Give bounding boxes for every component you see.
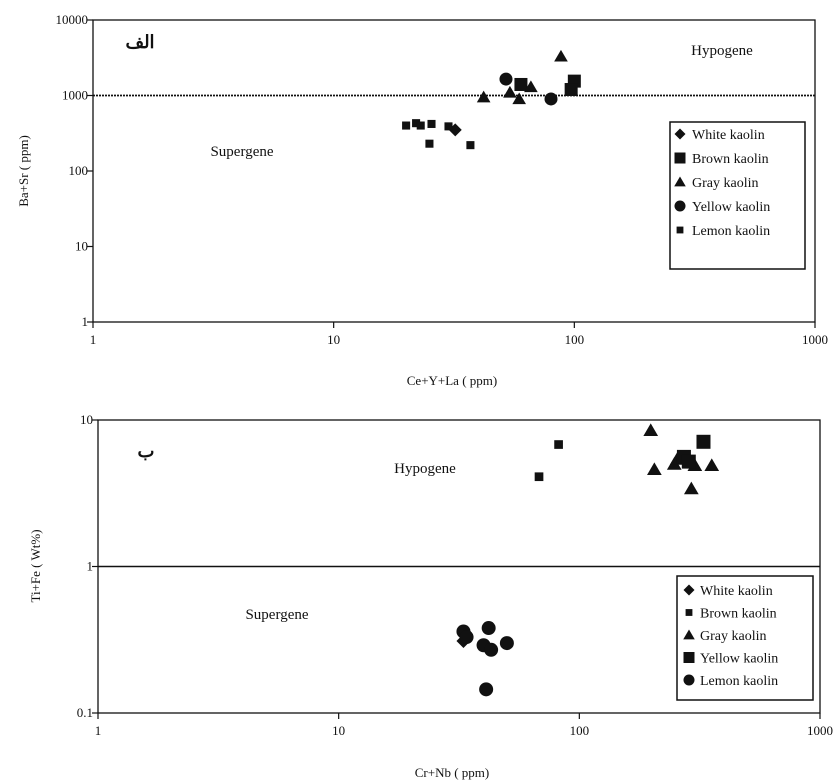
legend-marker <box>674 200 686 212</box>
data-point <box>499 636 514 651</box>
legend-entry-label: White kaolin <box>700 584 773 599</box>
chart-panel-a: الف Hypogene Supergene Ce+Y+La ( ppm) Ba… <box>16 12 828 388</box>
data-point <box>466 141 475 150</box>
data-point <box>696 434 711 449</box>
legend-entry-label: White kaolin <box>692 128 765 143</box>
data-point <box>503 85 517 98</box>
legend-marker <box>674 128 686 140</box>
chart-panel-b: ب Hypogene Supergene Cr+Nb ( ppm) Ti+Fe … <box>28 412 833 780</box>
legend-marker <box>676 226 684 234</box>
x-tick-label: 100 <box>570 723 590 738</box>
data-point <box>512 92 527 105</box>
legend-marker <box>683 584 695 596</box>
data-point <box>683 481 699 495</box>
panel-label: الف <box>125 32 154 52</box>
legend-entry-label: Brown kaolin <box>700 607 777 622</box>
y-tick-label: 1000 <box>62 88 88 103</box>
y-tick-label: 10 <box>75 239 88 254</box>
legend-entry-label: Brown kaolin <box>692 152 769 167</box>
region-label-lower: Supergene <box>210 144 273 160</box>
region-label-lower: Supergene <box>245 607 308 623</box>
legend-entry-label: Lemon kaolin <box>700 674 778 689</box>
region-label-upper: Hypogene <box>691 43 753 59</box>
data-point <box>479 682 494 697</box>
data-point <box>459 630 474 645</box>
data-point <box>704 458 720 471</box>
data-point <box>481 621 496 636</box>
x-tick-label: 10 <box>332 723 345 738</box>
data-point <box>499 72 513 86</box>
legend-entry-label: Lemon kaolin <box>692 224 770 239</box>
data-point <box>544 92 558 106</box>
panel-label: ب <box>138 441 155 461</box>
data-points <box>402 49 581 150</box>
y-axis-label: Ti+Fe ( Wt%) <box>28 529 43 602</box>
legend-box <box>676 575 814 701</box>
x-tick-label: 1 <box>90 332 97 347</box>
legend-marker <box>674 152 686 164</box>
data-point <box>524 80 538 93</box>
legend: White kaolin Brown kaolin Gray kaolin Yello… <box>676 575 814 701</box>
y-tick-label: 1 <box>82 314 89 329</box>
legend-entry-label: Gray kaolin <box>700 629 766 644</box>
x-tick-label: 1 <box>95 723 102 738</box>
y-tick-label: 100 <box>69 163 89 178</box>
data-points <box>456 423 720 697</box>
data-point <box>647 462 662 476</box>
legend-marker <box>683 629 695 640</box>
y-axis-label: Ba+Sr ( ppm) <box>16 135 31 207</box>
legend-entry-label: Yellow kaolin <box>692 200 770 215</box>
y-tick-label: 0.1 <box>77 705 93 720</box>
x-tick-label: 1000 <box>802 332 828 347</box>
y-tick-label: 10000 <box>56 12 89 27</box>
y-tick-label: 10 <box>80 412 93 427</box>
region-label-upper: Hypogene <box>394 461 456 477</box>
data-point <box>554 49 568 62</box>
data-point <box>412 119 421 128</box>
legend-marker <box>674 176 686 187</box>
data-point <box>444 122 453 131</box>
x-tick-label: 100 <box>565 332 585 347</box>
data-point <box>681 454 696 469</box>
data-point <box>564 83 578 97</box>
data-point <box>448 123 462 137</box>
data-point <box>643 423 659 436</box>
data-point <box>476 90 491 103</box>
legend-marker <box>685 609 693 616</box>
legend-entry-label: Yellow kaolin <box>700 652 778 667</box>
data-point <box>514 77 528 91</box>
data-point <box>427 119 436 128</box>
legend: White kaolin Brown kaolin Gray kaolin Yello… <box>669 121 806 270</box>
x-tick-label: 10 <box>327 332 340 347</box>
legend-marker <box>683 652 695 663</box>
y-tick-label: 1 <box>87 559 94 574</box>
data-point <box>534 472 544 482</box>
legend-marker <box>683 674 695 686</box>
data-point <box>402 121 411 130</box>
data-point <box>484 642 499 657</box>
x-axis-label: Cr+Nb ( ppm) <box>415 765 490 780</box>
legend-entry-label: Gray kaolin <box>692 176 758 191</box>
data-point <box>425 139 434 148</box>
x-tick-label: 1000 <box>807 723 833 738</box>
data-point <box>554 440 563 449</box>
x-axis-label: Ce+Y+La ( ppm) <box>407 373 497 388</box>
data-point <box>416 121 425 130</box>
ticks: 1 10 100 1000 1 10 100 1000 10000 <box>56 12 829 347</box>
legend-box <box>669 121 806 270</box>
